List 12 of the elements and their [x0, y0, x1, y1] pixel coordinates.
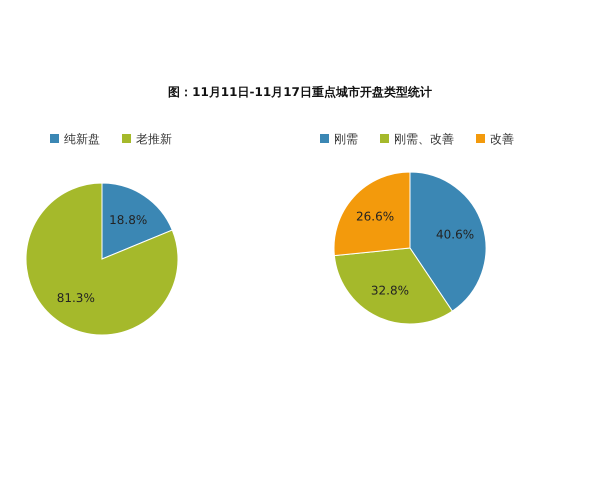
legend-label: 老推新	[136, 132, 172, 146]
legend-label: 纯新盘	[64, 132, 100, 146]
data-label: 40.6%	[436, 227, 474, 242]
legend-label: 刚需、改善	[394, 132, 454, 146]
data-label: 32.8%	[370, 284, 409, 298]
data-label: 26.6%	[356, 209, 394, 224]
pie-slice	[26, 182, 178, 336]
text: 图：11月11日-11月17日重点城市开盘类型统计	[168, 85, 432, 99]
legend-label: 改善	[490, 132, 514, 146]
legend-label: 刚需	[334, 132, 358, 146]
data-label: 81.3%	[56, 291, 95, 306]
data-label: 18.8%	[109, 212, 148, 227]
